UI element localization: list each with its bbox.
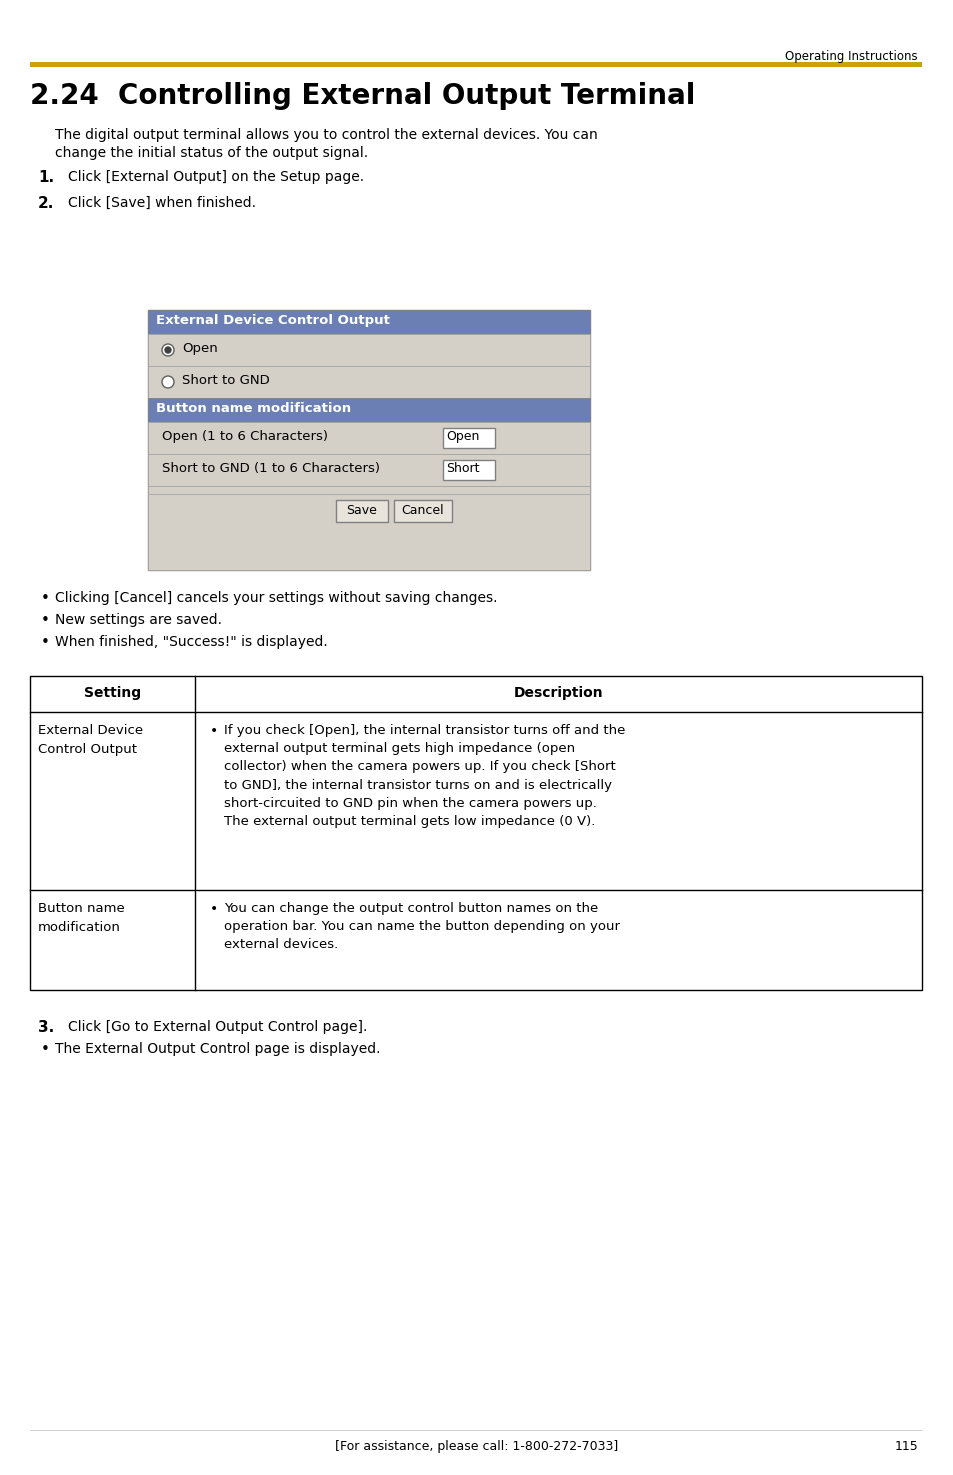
Text: Short to GND: Short to GND — [182, 375, 270, 386]
Text: •: • — [210, 903, 218, 916]
Text: External Device
Control Output: External Device Control Output — [38, 724, 143, 757]
Text: The External Output Control page is displayed.: The External Output Control page is disp… — [55, 1041, 380, 1056]
Text: Operating Instructions: Operating Instructions — [784, 50, 917, 63]
Circle shape — [162, 376, 173, 388]
Bar — [148, 422, 589, 454]
Text: 2.: 2. — [38, 196, 54, 211]
Circle shape — [165, 347, 171, 353]
Text: Cancel: Cancel — [401, 504, 444, 518]
Text: Description: Description — [513, 686, 602, 701]
Text: Button name
modification: Button name modification — [38, 903, 125, 934]
Bar — [148, 454, 589, 485]
Text: Button name modification: Button name modification — [156, 403, 351, 414]
Text: •: • — [41, 636, 50, 650]
Text: Short: Short — [446, 462, 479, 475]
Text: change the initial status of the output signal.: change the initial status of the output … — [55, 146, 368, 159]
Bar — [442, 460, 495, 479]
Text: Short to GND (1 to 6 Characters): Short to GND (1 to 6 Characters) — [162, 462, 379, 475]
Bar — [335, 500, 388, 522]
Text: •: • — [41, 614, 50, 628]
Text: Click [External Output] on the Setup page.: Click [External Output] on the Setup pag… — [68, 170, 364, 184]
Text: 2.24  Controlling External Output Terminal: 2.24 Controlling External Output Termina… — [30, 83, 695, 111]
Text: Save: Save — [346, 504, 377, 518]
Bar — [394, 500, 452, 522]
Bar — [442, 428, 495, 448]
Text: When finished, "Success!" is displayed.: When finished, "Success!" is displayed. — [55, 636, 328, 649]
Text: You can change the output control button names on the
operation bar. You can nam: You can change the output control button… — [224, 903, 619, 951]
Text: •: • — [41, 591, 50, 606]
Text: •: • — [41, 1041, 50, 1058]
Text: The digital output terminal allows you to control the external devices. You can: The digital output terminal allows you t… — [55, 128, 598, 142]
Text: Setting: Setting — [84, 686, 141, 701]
Circle shape — [162, 344, 173, 355]
Text: 1.: 1. — [38, 170, 54, 184]
Text: If you check [Open], the internal transistor turns off and the
external output t: If you check [Open], the internal transi… — [224, 724, 625, 827]
Text: Clicking [Cancel] cancels your settings without saving changes.: Clicking [Cancel] cancels your settings … — [55, 591, 497, 605]
Bar — [148, 333, 589, 366]
Bar — [148, 366, 589, 398]
Bar — [148, 310, 589, 333]
Text: External Device Control Output: External Device Control Output — [156, 314, 390, 327]
Bar — [148, 310, 589, 569]
Text: Open (1 to 6 Characters): Open (1 to 6 Characters) — [162, 431, 328, 442]
Text: Open: Open — [446, 431, 478, 442]
Text: Click [Save] when finished.: Click [Save] when finished. — [68, 196, 255, 209]
Text: 3.: 3. — [38, 1021, 54, 1035]
Text: 115: 115 — [893, 1440, 917, 1453]
Text: •: • — [210, 724, 218, 738]
Bar — [30, 62, 921, 66]
Bar — [148, 398, 589, 422]
Text: New settings are saved.: New settings are saved. — [55, 614, 222, 627]
Bar — [148, 485, 589, 569]
Text: Open: Open — [182, 342, 217, 355]
Text: [For assistance, please call: 1-800-272-7033]: [For assistance, please call: 1-800-272-… — [335, 1440, 618, 1453]
Bar — [30, 676, 921, 990]
Text: Click [Go to External Output Control page].: Click [Go to External Output Control pag… — [68, 1021, 367, 1034]
